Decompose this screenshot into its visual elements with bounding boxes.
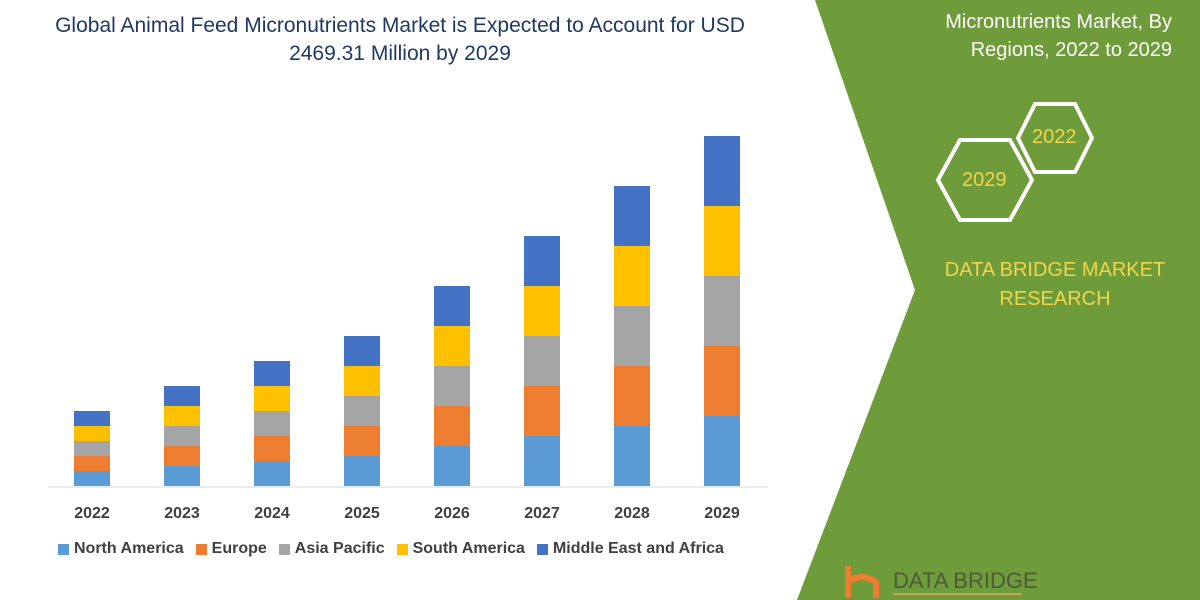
brand-name: DATA BRIDGE MARKET RESEARCH: [944, 259, 1166, 310]
logo-text: DATA BRIDGE: [893, 568, 1038, 593]
bar-segment-2023-2: [164, 426, 200, 446]
hex-label-2022: 2022: [1032, 126, 1077, 148]
x-tick-label: 2027: [524, 505, 560, 522]
bar-segment-2025-0: [344, 456, 380, 486]
legend-swatch: [396, 543, 408, 555]
x-tick-label: 2026: [434, 505, 470, 522]
legend-label: Asia Pacific: [294, 540, 385, 557]
bar-segment-2024-0: [254, 461, 290, 486]
bar-segment-2024-4: [254, 361, 290, 386]
x-tick-label: 2025: [344, 505, 380, 522]
bar-segment-2024-2: [254, 411, 290, 436]
chart-title: Global Animal Feed Micronutrients Market…: [55, 14, 745, 65]
bar-segment-2026-3: [434, 326, 470, 366]
x-tick-label: 2023: [164, 505, 200, 522]
legend-item: Asia Pacific: [278, 540, 385, 558]
bar-segment-2028-3: [614, 246, 650, 306]
x-tick-label: 2024: [254, 505, 290, 522]
bar-segment-2028-4: [614, 186, 650, 246]
hexagon-2029: [935, 138, 1035, 222]
legend-item: Middle East and Africa: [536, 540, 724, 558]
bar-segment-2026-1: [434, 406, 470, 446]
bar-segment-2022-2: [74, 441, 110, 456]
bar-segment-2026-4: [434, 286, 470, 326]
bar-segment-2025-2: [344, 396, 380, 426]
legend-swatch: [278, 543, 290, 555]
bar-segment-2023-3: [164, 406, 200, 426]
bar-segment-2025-4: [344, 336, 380, 366]
bar-segment-2022-1: [74, 456, 110, 471]
bar-segment-2027-2: [524, 336, 560, 386]
bar-segment-2026-2: [434, 366, 470, 406]
stacked-bar-chart: 2022 2023 2024 2025 2026 2027 2028 2029: [48, 136, 768, 522]
legend: North America Europe Asia Pacific South Ame…: [58, 540, 724, 558]
bar-segment-2029-1: [704, 346, 740, 416]
green-panel: [797, 0, 1200, 600]
bar-segment-2022-0: [74, 471, 110, 486]
bar-segment-2027-0: [524, 436, 560, 486]
legend-label: Middle East and Africa: [552, 540, 724, 557]
legend-item: South America: [396, 540, 525, 558]
legend-item: Europe: [195, 540, 267, 558]
legend-swatch: [195, 543, 207, 555]
bar-segment-2029-0: [704, 416, 740, 486]
bar-segment-2027-3: [524, 286, 560, 336]
bar-segment-2025-3: [344, 366, 380, 396]
legend-label: Europe: [211, 540, 267, 557]
bar-segment-2023-4: [164, 386, 200, 406]
bar-segment-2027-1: [524, 386, 560, 436]
x-tick-label: 2022: [74, 505, 110, 522]
x-tick-label: 2028: [614, 505, 650, 522]
hexagon-2022: [1015, 102, 1095, 174]
bar-segment-2028-2: [614, 306, 650, 366]
legend-label: North America: [74, 540, 184, 557]
bar-segment-2025-1: [344, 426, 380, 456]
bar-segment-2024-1: [254, 436, 290, 461]
bar-segment-2022-4: [74, 411, 110, 426]
bar-segment-2029-3: [704, 206, 740, 276]
bar-segment-2023-0: [164, 466, 200, 486]
legend-swatch: [536, 543, 548, 555]
legend-label: South America: [412, 540, 525, 557]
logo-icon: [845, 566, 879, 598]
bar-segment-2023-1: [164, 446, 200, 466]
hex-label-2029: 2029: [962, 169, 1007, 191]
legend-item: North America: [58, 540, 184, 558]
panel-title: Micronutrients Market, By Regions, 2022 …: [945, 11, 1172, 61]
legend-swatch: [58, 543, 69, 555]
bar-segment-2024-3: [254, 386, 290, 411]
x-tick-label: 2029: [704, 505, 740, 522]
bar-segment-2029-4: [704, 136, 740, 206]
bar-segment-2028-1: [614, 366, 650, 426]
bar-segment-2028-0: [614, 426, 650, 486]
bar-segment-2027-4: [524, 236, 560, 286]
bar-segment-2026-0: [434, 446, 470, 486]
bar-segment-2022-3: [74, 426, 110, 441]
bar-segment-2029-2: [704, 276, 740, 346]
